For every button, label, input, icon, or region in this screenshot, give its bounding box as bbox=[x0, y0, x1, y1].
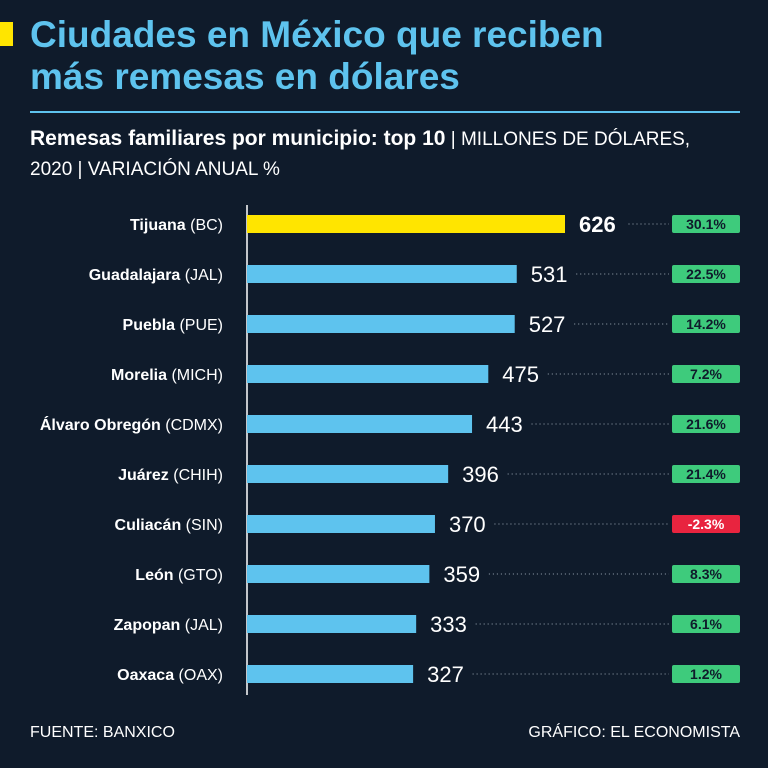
bar bbox=[247, 415, 473, 433]
change-badge-label: 8.3% bbox=[690, 566, 722, 582]
change-badge-label: 1.2% bbox=[690, 666, 722, 682]
credit-note: GRÁFICO: EL ECONOMISTA bbox=[528, 724, 740, 741]
accent-bar bbox=[0, 22, 13, 46]
change-badge bbox=[672, 415, 740, 433]
change-badge bbox=[672, 565, 740, 583]
change-badge-label: 30.1% bbox=[686, 216, 726, 232]
category-label: Morelia (MICH) bbox=[111, 367, 223, 384]
category-label: Oaxaca (OAX) bbox=[117, 667, 223, 684]
bar-value-label: 531 bbox=[531, 262, 568, 287]
change-badge bbox=[672, 515, 740, 533]
change-badge-label: 14.2% bbox=[686, 316, 726, 332]
bar bbox=[247, 465, 449, 483]
change-badge-label: 7.2% bbox=[690, 366, 722, 382]
bar bbox=[247, 315, 515, 333]
chart-subtitle: Remesas familiares por municipio: top 10… bbox=[30, 124, 730, 184]
source-note: FUENTE: BANXICO bbox=[30, 724, 175, 741]
bar-value-label: 333 bbox=[430, 612, 467, 637]
change-badge bbox=[672, 665, 740, 683]
bar bbox=[247, 515, 435, 533]
bar-value-label: 475 bbox=[502, 362, 539, 387]
change-badge bbox=[672, 265, 740, 283]
bar-value-label: 527 bbox=[529, 312, 566, 337]
category-label: Zapopan (JAL) bbox=[114, 617, 223, 634]
category-label: Culiacán (SIN) bbox=[115, 517, 223, 534]
change-badge-label: 6.1% bbox=[690, 616, 722, 632]
bar-value-label: 396 bbox=[462, 462, 499, 487]
bar bbox=[247, 215, 565, 233]
change-badge bbox=[672, 465, 740, 483]
category-label: Juárez (CHIH) bbox=[118, 467, 223, 484]
change-badge bbox=[672, 215, 740, 233]
change-badge-label: 21.6% bbox=[686, 416, 726, 432]
change-badge bbox=[672, 315, 740, 333]
bar-value-label: 626 bbox=[579, 212, 616, 237]
bar-value-label: 443 bbox=[486, 412, 523, 437]
change-badge bbox=[672, 365, 740, 383]
subtitle-units: | MILLONES DE DÓLARES, 2020 | VARIACIÓN … bbox=[30, 129, 691, 180]
category-label: Tijuana (BC) bbox=[130, 217, 223, 234]
title-line-2: más remesas en dólares bbox=[30, 56, 460, 97]
bar bbox=[247, 615, 417, 633]
subtitle-main: Remesas familiares por municipio: top 10 bbox=[30, 127, 446, 150]
category-label: León (GTO) bbox=[135, 567, 223, 584]
bar-value-label: 327 bbox=[427, 662, 464, 687]
change-badge-label: -2.3% bbox=[688, 516, 725, 532]
page-title: Ciudades en México que reciben más remes… bbox=[30, 14, 750, 98]
change-badge bbox=[672, 615, 740, 633]
bar bbox=[247, 565, 430, 583]
category-label: Álvaro Obregón (CDMX) bbox=[40, 415, 223, 434]
bar bbox=[247, 365, 489, 383]
bar bbox=[247, 665, 414, 683]
bar-value-label: 370 bbox=[449, 512, 486, 537]
category-label: Puebla (PUE) bbox=[123, 317, 223, 334]
change-badge-label: 22.5% bbox=[686, 266, 726, 282]
bar-value-label: 359 bbox=[443, 562, 480, 587]
title-line-1: Ciudades en México que reciben bbox=[30, 14, 604, 55]
bar bbox=[247, 265, 517, 283]
change-badge-label: 21.4% bbox=[686, 466, 726, 482]
category-label: Guadalajara (JAL) bbox=[89, 267, 223, 284]
title-divider bbox=[30, 111, 740, 113]
